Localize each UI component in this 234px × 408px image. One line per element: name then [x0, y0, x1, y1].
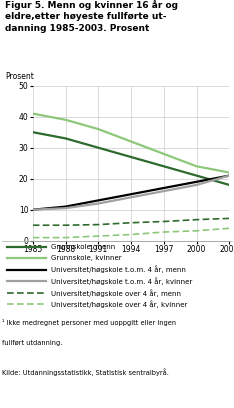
Text: ¹ Ikke medregnet personer med uoppgitt eller ingen: ¹ Ikke medregnet personer med uoppgitt e…	[2, 319, 176, 326]
Text: Grunnskole, kvinner: Grunnskole, kvinner	[51, 255, 122, 261]
Text: Universitet/høgskole over 4 år, menn: Universitet/høgskole over 4 år, menn	[51, 289, 181, 297]
Text: Prosent: Prosent	[5, 72, 34, 81]
Text: Universitet/høgskole t.o.m. 4 år, kvinner: Universitet/høgskole t.o.m. 4 år, kvinne…	[51, 277, 192, 285]
Text: Figur 5. Menn og kvinner 16 år og
eldre,etter høyeste fullførte ut-
danning 1985: Figur 5. Menn og kvinner 16 år og eldre,…	[5, 0, 178, 33]
Text: Grunnskole, menn: Grunnskole, menn	[51, 244, 115, 250]
Text: Kilde: Utdanningsstatistikk, Statistisk sentralbyrå.: Kilde: Utdanningsstatistikk, Statistisk …	[2, 368, 169, 376]
Text: fullført utdanning.: fullført utdanning.	[2, 340, 63, 346]
Text: Universitet/høgskole t.o.m. 4 år, menn: Universitet/høgskole t.o.m. 4 år, menn	[51, 266, 186, 273]
Text: Universitet/høgskole over 4 år, kvinner: Universitet/høgskole over 4 år, kvinner	[51, 300, 187, 308]
